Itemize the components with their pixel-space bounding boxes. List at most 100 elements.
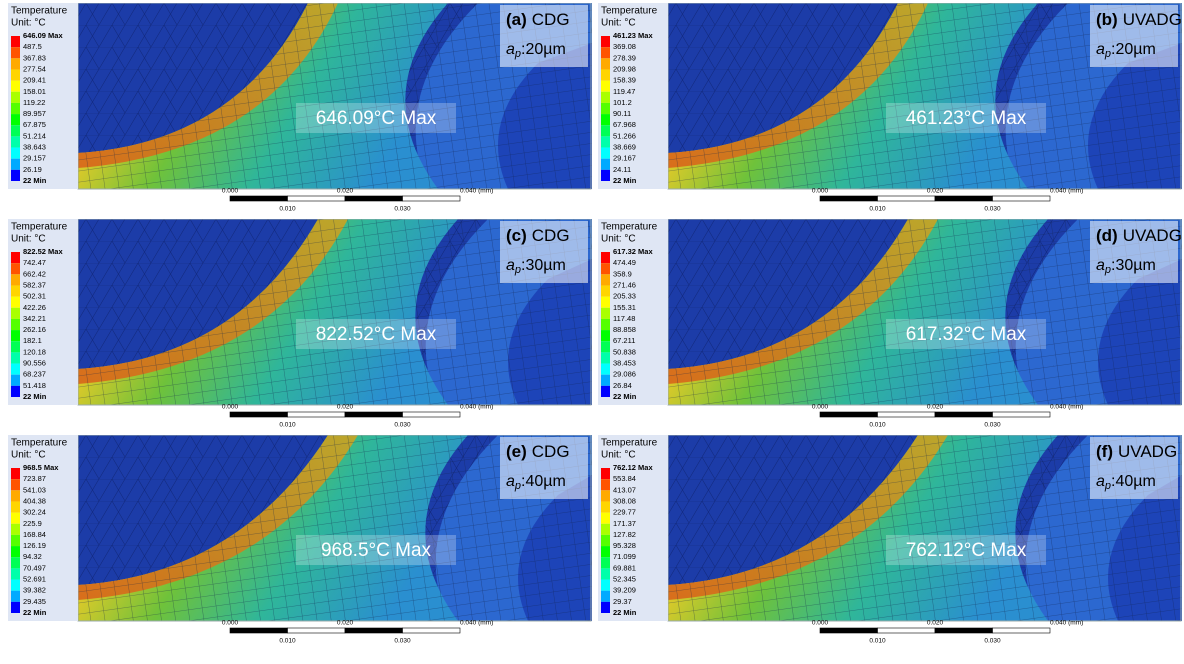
- legend-value: 67.211: [613, 336, 635, 345]
- legend-band: [601, 296, 610, 308]
- legend-value: 52.691: [23, 575, 46, 584]
- legend-band: [601, 568, 610, 580]
- scale-label: 0.040 (mm): [1050, 620, 1083, 627]
- legend-band: [11, 36, 20, 48]
- legend-value: 51.418: [23, 381, 46, 390]
- legend-value: 39.382: [23, 586, 46, 595]
- legend-value: 762.12 Max: [613, 463, 653, 472]
- scale-segment: [229, 627, 288, 634]
- legend-band: [601, 136, 610, 148]
- legend-band: [11, 501, 20, 513]
- legend-value: 308.08: [613, 496, 636, 505]
- label-box: [1090, 437, 1178, 499]
- scale-label: 0.010: [869, 422, 886, 429]
- legend-value: 155.31: [613, 303, 636, 312]
- legend-value: 422.26: [23, 303, 46, 312]
- method: CDG: [532, 226, 570, 245]
- ap-symbol: a: [1096, 473, 1105, 490]
- scale-segment: [344, 195, 403, 202]
- legend-title: Temperature: [601, 222, 658, 233]
- legend-value: 95.328: [613, 541, 636, 550]
- legend-band: [11, 274, 20, 286]
- legend-band: [601, 341, 610, 353]
- scale-label: 0.030: [394, 206, 411, 213]
- scale-label: 0.000: [812, 404, 829, 411]
- legend-band: [601, 546, 610, 558]
- legend-band: [11, 374, 20, 386]
- legend-value: 205.33: [613, 292, 636, 301]
- scale-label: 0.030: [394, 422, 411, 429]
- scale-label: 0.010: [869, 638, 886, 645]
- ap-subscript: p: [514, 48, 521, 60]
- legend-band: [601, 58, 610, 70]
- legend-band: [11, 363, 20, 375]
- legend-band: [11, 91, 20, 103]
- label-box: [1090, 5, 1178, 67]
- legend-band: [601, 91, 610, 103]
- ap-subscript: p: [1104, 480, 1111, 492]
- legend-band: [11, 158, 20, 170]
- legend-band: [601, 285, 610, 297]
- legend-band: [601, 36, 610, 48]
- legend-value: 68.237: [23, 370, 46, 379]
- legend-value: 94.32: [23, 552, 42, 561]
- legend-band: [601, 318, 610, 331]
- legend-value: 646.09 Max: [23, 31, 63, 40]
- max-label: 617.32°C Max: [906, 324, 1027, 345]
- depth: :40µm: [521, 473, 566, 490]
- legend-band: [11, 136, 20, 148]
- scale-segment: [344, 411, 403, 418]
- method: UVADG: [1118, 442, 1177, 461]
- legend-band: [601, 69, 610, 81]
- legend-value: 29.37: [613, 597, 632, 606]
- legend-value: 541.03: [23, 485, 46, 494]
- legend-band: [601, 263, 610, 275]
- legend-band: [601, 490, 610, 502]
- legend-value: 413.07: [613, 485, 636, 494]
- legend-band: [11, 490, 20, 502]
- scale-label: 0.030: [394, 638, 411, 645]
- legend-value: 51.214: [23, 131, 46, 140]
- legend-value: 22 Min: [613, 392, 637, 401]
- legend-value: 487.5: [23, 42, 42, 51]
- scale-label: 0.040 (mm): [460, 620, 493, 627]
- scale-segment: [934, 195, 993, 202]
- legend-band: [11, 601, 20, 613]
- legend-value: 88.858: [613, 325, 636, 334]
- mesh-region: [668, 435, 1182, 621]
- scale-segment: [819, 411, 878, 418]
- scale-label: 0.040 (mm): [1050, 188, 1083, 195]
- legend-value: 182.1: [23, 336, 42, 345]
- method: CDG: [532, 442, 570, 461]
- legend-band: [11, 568, 20, 580]
- legend-band: [11, 534, 20, 547]
- max-box: [886, 319, 1046, 349]
- scale-label: 0.020: [337, 620, 354, 627]
- legend-band: [601, 363, 610, 375]
- max-box: [886, 535, 1046, 565]
- legend-value: 617.32 Max: [613, 247, 653, 256]
- mesh-region: [78, 3, 592, 189]
- legend-band: [601, 102, 610, 115]
- legend-band: [11, 479, 20, 491]
- legend-band: [11, 102, 20, 115]
- mesh-region: [78, 435, 592, 621]
- panel-label: (f) UVADG: [1096, 442, 1177, 461]
- legend-band: [601, 601, 610, 613]
- panel-label: (c) CDG: [506, 226, 570, 245]
- scale-label: 0.030: [984, 206, 1001, 213]
- legend-value: 474.49: [613, 258, 636, 267]
- legend-value: 26.19: [23, 165, 42, 174]
- scale-label: 0.030: [984, 422, 1001, 429]
- legend-title: Temperature: [601, 438, 658, 449]
- legend-band: [601, 557, 610, 569]
- legend-value: 67.875: [23, 120, 46, 129]
- scale-label: 0.020: [927, 404, 944, 411]
- legend-band: [601, 512, 610, 524]
- label-letter: (c): [506, 226, 527, 245]
- scale-segment: [287, 627, 346, 634]
